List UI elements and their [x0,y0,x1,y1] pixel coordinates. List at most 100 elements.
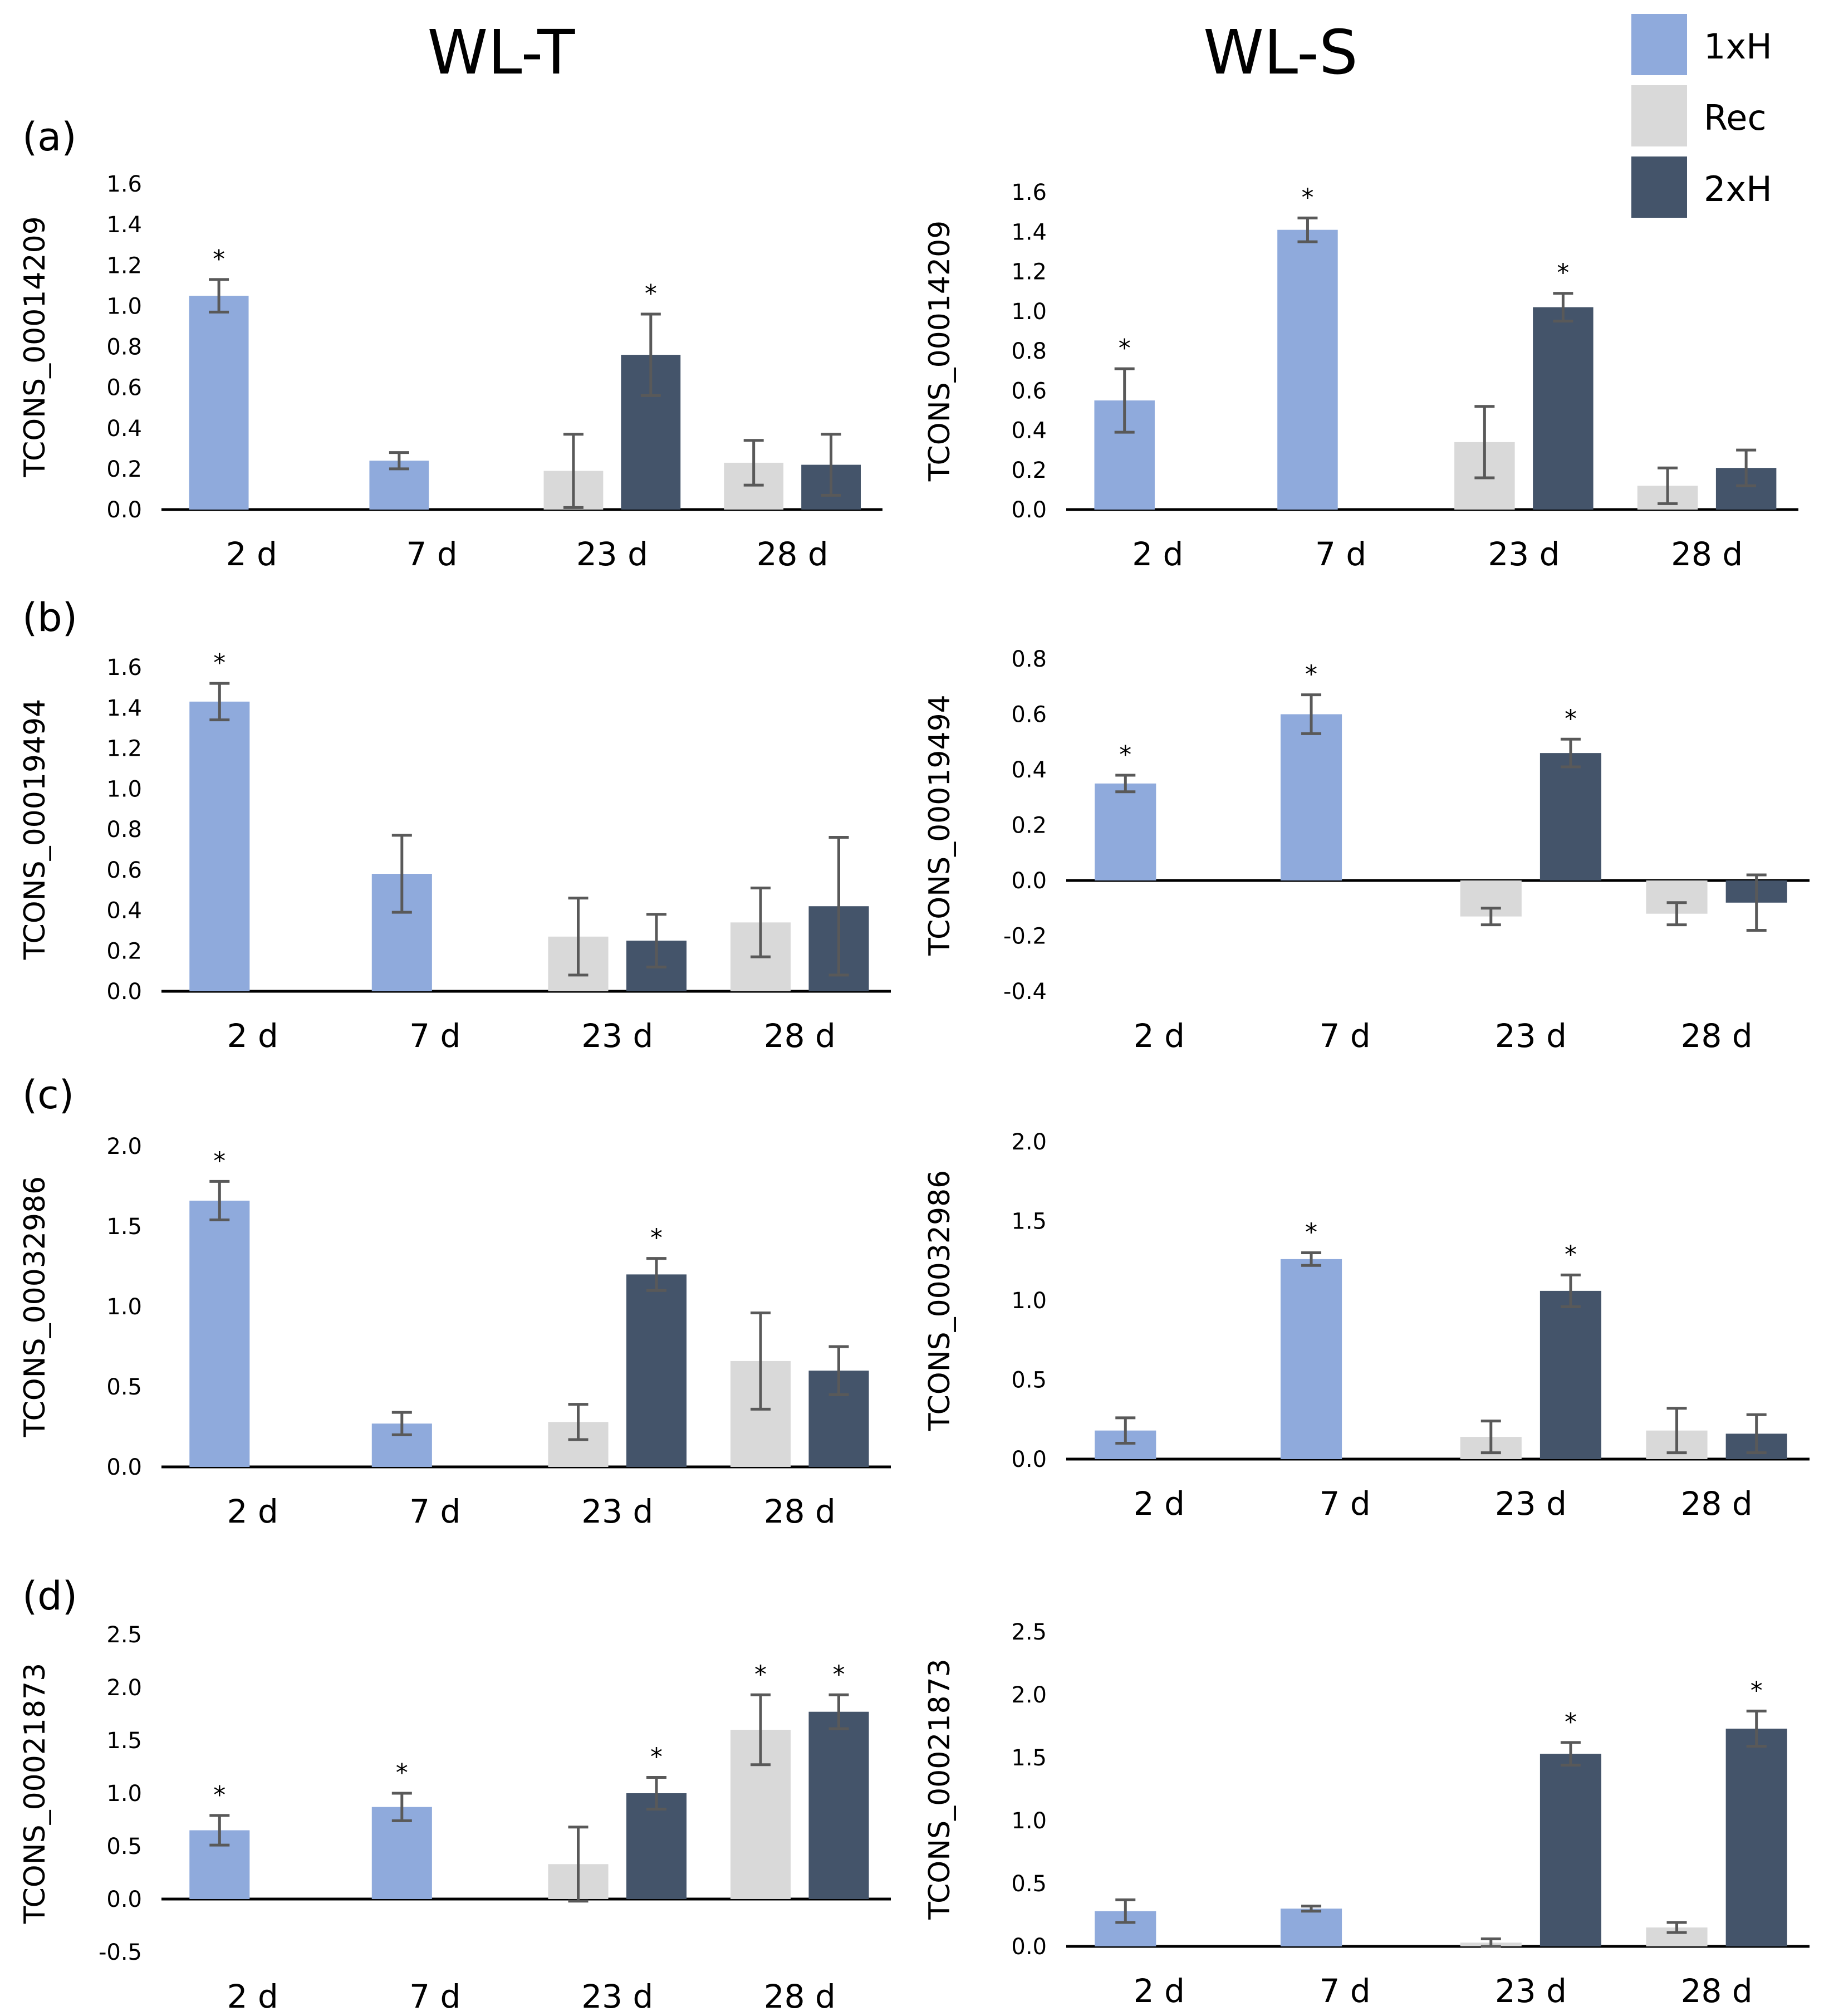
x-tick-label: 23 d [581,1493,653,1530]
chart-b-wl-s: -0.4 -0.2 0.0 0.2 0.4 0.6 0.8 TCONS_00019494 2 d… [923,647,1810,1055]
y-tick-label: 0.0 [1011,497,1047,523]
y-tick-label: 0.5 [1011,1871,1047,1897]
x-tick-label: 2 d [227,1978,278,2015]
y-tick-label: 0.5 [106,1374,142,1400]
significance-star: * [1565,704,1577,733]
bar-1xh-2d [189,701,250,991]
y-tick-label: 0.6 [1011,378,1047,404]
y-tick-label: 2.0 [1011,1129,1047,1155]
y-tick-label: 1.2 [106,253,142,278]
x-tick-label: 23 d [581,1978,653,2015]
x-tick-label: 23 d [576,535,648,573]
y-tick-label: 1.6 [106,172,142,197]
significance-star: * [1557,259,1569,287]
column-title-wl-s: WL-S [1203,17,1358,88]
y-tick-label: 1.0 [1011,1808,1047,1834]
chart-d-wl-t: -0.5 0.0 0.5 1.0 1.5 2.0 2.5 TCONS_00021873 2 d 7… [18,1622,891,2015]
x-tick-label: 7 d [409,1493,460,1530]
chart-d-wl-s: 0.0 0.5 1.0 1.5 2.0 2.5 TCONS_00021873 2 d 7 d 23… [923,1619,1810,2010]
legend: 1xH Rec 2xH [1631,14,1821,220]
y-tick-label: 0.8 [1011,647,1047,672]
significance-star: * [1119,741,1131,769]
y-tick-label: 0.8 [106,817,142,843]
y-tick-label: 0.0 [106,1887,142,1912]
y-tick-label: 0.6 [1011,702,1047,728]
y-tick-label: 0.8 [106,335,142,360]
legend-swatch-1xh [1631,14,1687,75]
legend-label-1xh: 1xH [1704,26,1772,67]
bar-2xh-23d [1539,753,1602,880]
x-tick-label: 2 d [1134,1485,1185,1523]
y-tick-label: 1.2 [1011,260,1047,285]
significance-star: * [1119,334,1131,363]
y-axis-title: TCONS_00032986 [18,1176,52,1438]
x-tick-label: 7 d [1320,1485,1371,1523]
x-tick-label: 28 d [764,1017,836,1055]
x-tick-label: 2 d [1134,1017,1185,1055]
y-tick-label: 0.8 [1011,339,1047,364]
y-axis-title: TCONS_00014209 [18,216,52,478]
y-tick-label: 1.0 [106,776,142,802]
y-tick-label: 0.4 [106,416,142,442]
y-tick-label: 0.5 [106,1834,142,1860]
legend-swatch-2xh [1631,156,1687,218]
x-tick-label: 23 d [581,1017,653,1055]
significance-star: * [213,1781,225,1809]
chart-a-wl-s: 0.0 0.2 0.4 0.6 0.8 1.0 1.2 1.4 1.6 TCONS_0001420… [923,180,1798,573]
y-tick-label: 0.2 [106,457,142,482]
y-tick-label: 0.4 [1011,418,1047,444]
x-tick-label: 28 d [1681,1972,1753,2010]
y-tick-label: 2.0 [1011,1682,1047,1708]
y-tick-label: 1.4 [106,212,142,238]
y-tick-label: 0.0 [106,1455,142,1480]
x-tick-label: 23 d [1495,1485,1567,1523]
y-axis-title: TCONS_00021873 [18,1663,52,1925]
y-tick-label: 1.0 [1011,1288,1047,1314]
y-tick-label: 1.0 [106,293,142,319]
bar-1xh-7d [1280,1259,1342,1459]
x-tick-label: 28 d [764,1978,836,2015]
chart-c-wl-t: 0.0 0.5 1.0 1.5 2.0 TCONS_00032986 2 d 7 d 23 d 2… [18,1134,891,1530]
x-tick-label: 2 d [1132,535,1183,573]
y-tick-label: 0.0 [1011,1447,1047,1472]
x-tick-label: 28 d [764,1493,836,1530]
y-tick-label: 1.4 [1011,219,1047,245]
bar-1xh-7d [1277,229,1338,510]
y-tick-label: 0.2 [106,938,142,964]
bar-2xh-23d [626,1274,687,1467]
y-tick-label: 0.0 [1011,868,1047,894]
y-tick-label: 2.5 [106,1622,142,1648]
legend-item-1xh: 1xH [1631,14,1821,81]
y-tick-label: -0.2 [1003,924,1047,950]
y-tick-label: 1.0 [1011,299,1047,325]
y-tick-label: 1.2 [106,736,142,762]
x-tick-label: 23 d [1488,535,1560,573]
y-tick-label: -0.5 [99,1940,142,1965]
chart-b-wl-t: 0.0 0.2 0.4 0.6 0.8 1.0 1.2 1.4 1.6 TCONS_0001949… [18,649,891,1055]
x-tick-label: 23 d [1495,1017,1567,1055]
y-tick-label: 0.5 [1011,1368,1047,1393]
bar-1xh-2d [189,296,249,510]
y-tick-label: 2.0 [106,1675,142,1701]
panel-label-b: (b) [22,595,78,640]
y-axis-title: TCONS_00032986 [923,1170,957,1432]
significance-star: * [213,649,225,677]
y-tick-label: 0.6 [106,858,142,883]
x-tick-label: 2 d [226,535,277,573]
panel-label-a: (a) [22,114,77,160]
y-tick-label: 1.0 [106,1781,142,1807]
y-tick-label: 0.2 [1011,813,1047,839]
x-tick-label: 7 d [406,535,458,573]
y-tick-label: 0.0 [106,979,142,1005]
x-tick-label: 7 d [1315,535,1366,573]
panel-label-c: (c) [22,1072,75,1118]
bar-1xh-2d [1095,783,1156,880]
x-tick-label: 7 d [1320,1972,1371,2010]
y-axis-title: TCONS_00019494 [923,694,957,956]
y-tick-label: 0.2 [1011,458,1047,483]
y-tick-label: 1.5 [106,1728,142,1754]
bar-1xh-7d [1280,1909,1342,1946]
bar-2xh-23d [626,1793,687,1899]
x-tick-label: 7 d [1320,1017,1371,1055]
